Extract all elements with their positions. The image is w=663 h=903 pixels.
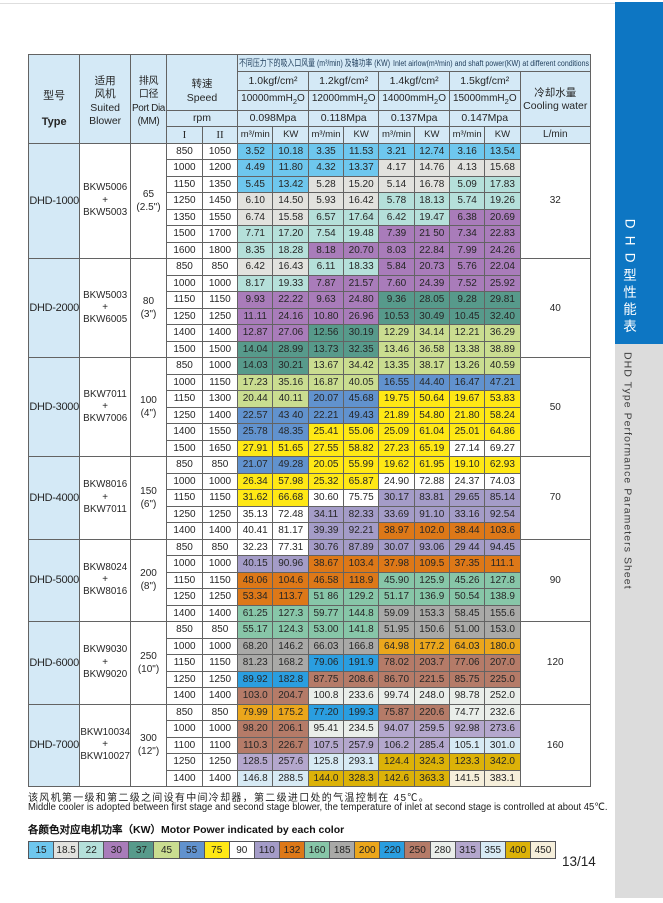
- svg-text:Inlet airlow(m³/min) and shaft: Inlet airlow(m³/min) and shaft power(KW)…: [393, 59, 589, 68]
- svg-text:不同压力下的吸入口风量 (m³/min) 及轴功率 (KW): 不同压力下的吸入口风量 (m³/min) 及轴功率 (KW): [239, 57, 390, 68]
